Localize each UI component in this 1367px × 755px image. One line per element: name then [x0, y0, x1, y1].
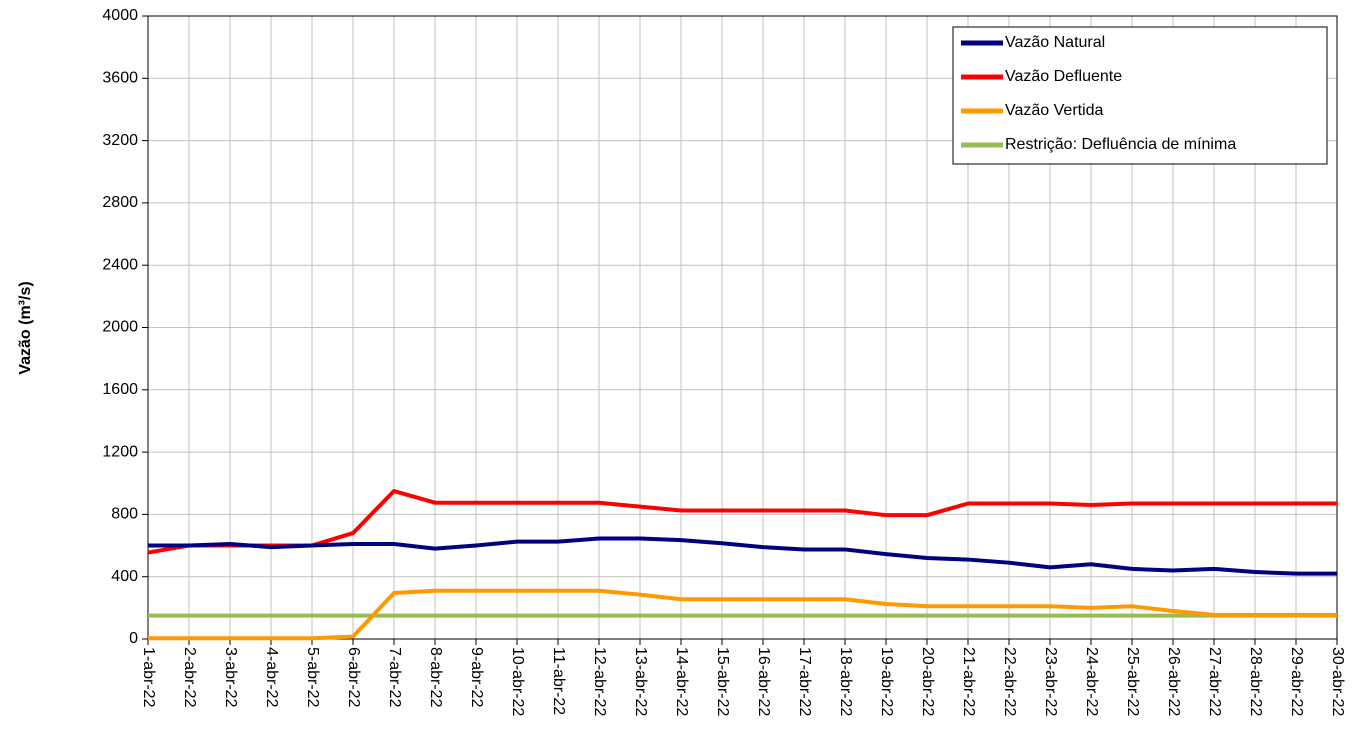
x-tick-label: 14-abr-22 — [673, 647, 690, 716]
legend-box — [952, 26, 1328, 165]
data-line — [147, 489, 1337, 555]
y-tick-label: 800 — [111, 506, 138, 523]
x-tick-label: 10-abr-22 — [509, 647, 526, 716]
x-tick-label: 4-abr-22 — [263, 647, 280, 708]
x-tick-label: 11-abr-22 — [550, 647, 567, 715]
x-tick-label: 29-abr-22 — [1288, 647, 1305, 716]
y-tick-label: 400 — [111, 568, 138, 585]
y-tick-label: 1200 — [102, 443, 138, 460]
y-tick-label: 1600 — [102, 381, 138, 398]
x-tick-label: 27-abr-22 — [1206, 647, 1223, 716]
x-tick-label: 16-abr-22 — [755, 647, 772, 716]
legend-label: Vazão Vertida — [1005, 102, 1104, 119]
x-tick-label: 18-abr-22 — [837, 647, 854, 716]
y-tick-label: 2000 — [102, 319, 138, 336]
x-tick-label: 1-abr-22 — [140, 647, 157, 708]
y-tick-label: 3600 — [102, 70, 138, 87]
x-tick-label: 19-abr-22 — [878, 647, 895, 716]
x-tick-label: 3-abr-22 — [222, 647, 239, 708]
x-tick-label: 7-abr-22 — [386, 647, 403, 708]
y-tick-label: 3200 — [102, 132, 138, 149]
x-tick-label: 17-abr-22 — [796, 647, 813, 716]
y-tick-label: 2400 — [102, 256, 138, 273]
x-tick-label: 15-abr-22 — [714, 647, 731, 716]
plot-frame — [147, 15, 1338, 640]
x-tick-label: 25-abr-22 — [1124, 647, 1141, 716]
y-axis-label: Vazão (m³/s) — [17, 281, 34, 374]
y-tick-label: 2800 — [102, 194, 138, 211]
x-tick-label: 2-abr-22 — [181, 647, 198, 708]
y-tick-label: 0 — [129, 630, 138, 647]
x-tick-label: 8-abr-22 — [427, 647, 444, 708]
x-tick-label: 26-abr-22 — [1165, 647, 1182, 716]
data-line — [148, 588, 1337, 641]
data-line — [148, 536, 1337, 576]
legend-label: Restrição: Defluência de mínima — [1005, 136, 1236, 153]
x-tick-label: 5-abr-22 — [304, 647, 321, 708]
x-tick-label: 30-abr-22 — [1329, 647, 1346, 716]
x-tick-label: 12-abr-22 — [591, 647, 608, 716]
legend-label: Vazão Defluente — [1005, 68, 1122, 85]
x-tick-label: 23-abr-22 — [1042, 647, 1059, 716]
x-tick-label: 24-abr-22 — [1083, 647, 1100, 716]
y-tick-label: 4000 — [102, 7, 138, 24]
x-tick-label: 21-abr-22 — [960, 647, 977, 716]
x-tick-label: 13-abr-22 — [632, 647, 649, 716]
x-tick-label: 28-abr-22 — [1247, 647, 1264, 716]
x-tick-label: 6-abr-22 — [345, 647, 362, 708]
legend-label: Vazão Natural — [1005, 34, 1105, 51]
x-tick-label: 20-abr-22 — [919, 647, 936, 716]
x-tick-label: 9-abr-22 — [468, 647, 485, 708]
x-tick-label: 22-abr-22 — [1001, 647, 1018, 716]
